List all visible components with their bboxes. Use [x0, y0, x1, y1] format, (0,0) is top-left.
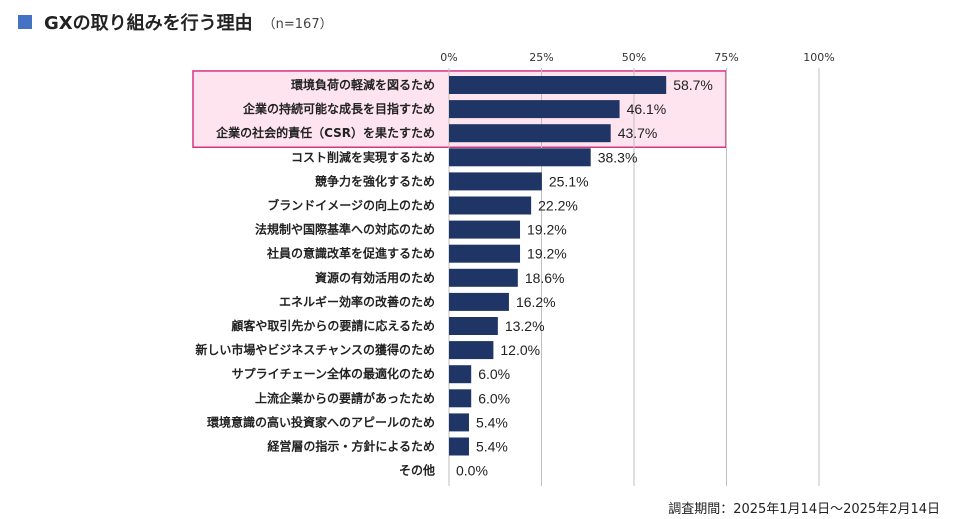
value-label: 19.2% [527, 222, 567, 238]
bar [449, 196, 532, 215]
category-label: 環境意識の高い投資家へのアピールのため [207, 414, 435, 429]
sample-size: （n=167） [262, 16, 333, 32]
category-label: 経営層の指示・方針によるため [267, 439, 435, 454]
bar [449, 172, 542, 191]
x-tick-label: 0% [440, 51, 457, 64]
bar [449, 76, 667, 94]
bar [449, 341, 494, 360]
bar [449, 292, 509, 311]
bar [449, 244, 521, 263]
category-label: エネルギー効率の改善のため [279, 294, 435, 309]
chart-title-block: GXの取り組みを行う理由 （n=167） [18, 10, 333, 34]
value-label: 12.0% [500, 342, 540, 358]
x-tick-label: 75% [714, 51, 738, 64]
value-label: 13.2% [505, 318, 545, 334]
bar [449, 220, 521, 239]
bar [449, 100, 620, 119]
category-label: 顧客や取引先からの要請に応えるため [231, 318, 435, 333]
value-label: 5.4% [476, 439, 508, 455]
bar [449, 317, 498, 335]
category-label: 環境負荷の軽減を図るため [291, 77, 435, 92]
value-label: 5.4% [476, 414, 508, 430]
bar [449, 437, 469, 456]
value-label: 18.6% [525, 270, 565, 286]
category-label: コスト削減を実現するため [291, 149, 435, 164]
category-label: サプライチェーン全体の最適化のため [232, 366, 435, 381]
x-tick-label: 25% [529, 51, 553, 64]
value-label: 19.2% [527, 246, 567, 262]
survey-period: 調査期間：2025年1月14日〜2025年2月14日 [668, 502, 940, 517]
bar [449, 413, 469, 432]
value-label: 46.1% [627, 101, 667, 117]
category-label: 新しい市場やビジネスチャンスの獲得のため [195, 342, 435, 357]
category-label: 企業の社会的責任（CSR）を果たすため [215, 125, 435, 140]
bar [449, 268, 518, 287]
category-label: 法規制や国際基準への対応のため [255, 222, 435, 237]
value-label: 43.7% [618, 125, 658, 141]
value-label: 16.2% [516, 294, 556, 310]
category-label: 競争力を強化するため [315, 173, 435, 188]
category-label: ブランドイメージの向上のため [267, 198, 435, 213]
value-label: 58.7% [673, 77, 713, 93]
value-label: 22.2% [538, 198, 578, 214]
bar [449, 365, 472, 384]
category-label: 上流企業からの要請があったため [255, 390, 435, 405]
value-label: 0.0% [456, 463, 488, 479]
value-label: 6.0% [478, 390, 510, 406]
value-label: 6.0% [478, 366, 510, 382]
category-label: その他 [399, 463, 435, 478]
category-label: 社員の意識改革を促進するため [266, 246, 435, 261]
bar [449, 124, 611, 143]
value-label: 25.1% [549, 173, 589, 189]
bar [449, 389, 472, 408]
category-label: 資源の有効活用のため [315, 270, 435, 285]
x-tick-label: 50% [622, 51, 646, 64]
bar [449, 148, 591, 167]
title-square-icon [18, 15, 32, 29]
value-label: 38.3% [598, 149, 638, 165]
category-label: 企業の持続可能な成長を目指すため [242, 101, 435, 116]
x-tick-label: 100% [803, 51, 834, 64]
chart-title: GXの取り組みを行う理由 [44, 13, 253, 34]
